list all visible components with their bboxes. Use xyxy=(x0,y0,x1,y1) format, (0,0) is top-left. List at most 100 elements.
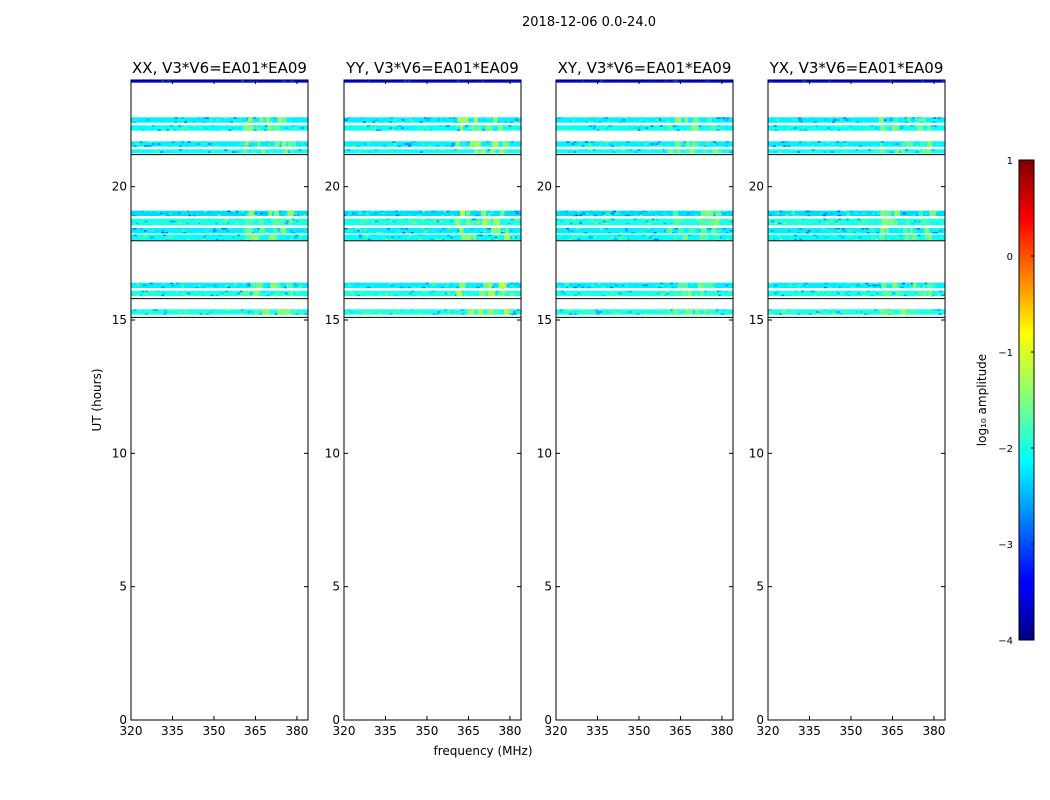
bright-patch xyxy=(268,234,275,240)
band-speckle xyxy=(773,236,777,239)
band-speckle xyxy=(824,286,827,289)
band-speckle xyxy=(203,127,207,129)
band-speckle xyxy=(421,143,425,145)
band-speckle xyxy=(251,218,255,221)
band-speckle xyxy=(358,210,362,213)
band-speckle xyxy=(162,292,166,295)
bright-patch xyxy=(892,218,898,226)
band-speckle xyxy=(660,220,664,223)
y-tick-label: 15 xyxy=(325,313,340,327)
bright-patch xyxy=(878,149,886,154)
y-tick-label: 0 xyxy=(119,713,127,727)
band-speckle xyxy=(436,282,440,285)
band-speckle xyxy=(905,313,909,315)
band-speckle xyxy=(358,236,362,239)
band-speckle xyxy=(608,214,612,217)
band-speckle xyxy=(839,145,843,147)
band-speckle xyxy=(836,292,840,295)
band-speckle xyxy=(805,232,809,234)
band-speckle xyxy=(820,212,824,215)
band-speckle xyxy=(807,80,811,82)
band-speckle xyxy=(894,80,898,82)
band-speckle xyxy=(838,286,842,289)
band-speckle xyxy=(282,80,286,82)
band-speckle xyxy=(720,117,723,119)
band-speckle xyxy=(510,292,514,295)
band-speckle xyxy=(931,149,935,151)
band-speckle xyxy=(406,236,410,239)
band-speckle xyxy=(352,220,356,223)
band-speckle xyxy=(433,220,437,223)
band-speckle xyxy=(512,234,516,237)
band-speckle xyxy=(911,282,914,285)
band-speckle xyxy=(776,212,780,215)
band-speckle xyxy=(253,141,256,143)
bright-patch xyxy=(894,117,898,123)
band-speckle xyxy=(295,313,299,315)
band-speckle xyxy=(641,210,645,213)
band-speckle xyxy=(498,234,502,237)
band-speckle xyxy=(170,282,174,285)
band-speckle xyxy=(372,121,376,123)
band-speckle xyxy=(796,214,800,217)
band-speckle xyxy=(423,151,427,153)
band-speckle xyxy=(366,125,370,127)
band-speckle xyxy=(392,311,396,313)
band-speckle xyxy=(300,311,304,313)
band-speckle xyxy=(915,214,919,217)
band-speckle xyxy=(161,230,164,232)
band-speckle xyxy=(680,218,684,221)
band-speckle xyxy=(589,214,593,217)
band-speckle xyxy=(856,232,859,234)
band-speckle xyxy=(600,80,603,82)
band-speckle xyxy=(617,234,621,237)
band-speckle xyxy=(231,232,235,234)
band xyxy=(131,218,308,226)
band-speckle xyxy=(911,222,915,225)
band-speckle xyxy=(672,80,676,82)
band-speckle xyxy=(475,214,479,217)
band xyxy=(556,228,733,234)
band-speckle xyxy=(844,125,848,127)
band-speckle xyxy=(145,284,149,287)
band-speckle xyxy=(374,129,378,131)
band-speckle xyxy=(239,290,243,293)
band-speckle xyxy=(513,284,517,287)
band-speckle xyxy=(220,292,224,295)
bright-patch xyxy=(483,282,488,288)
band-speckle xyxy=(180,284,184,287)
band-speckle xyxy=(242,220,245,223)
band-speckle xyxy=(900,286,904,289)
band-speckle xyxy=(924,212,928,215)
band-speckle xyxy=(403,80,407,82)
band-speckle xyxy=(163,313,167,315)
band-speckle xyxy=(597,145,601,147)
band-speckle xyxy=(510,284,514,287)
band-speckle xyxy=(285,127,289,129)
band-speckle xyxy=(374,125,378,127)
band-speckle xyxy=(725,232,729,234)
band-speckle xyxy=(787,145,791,147)
band-speckle xyxy=(627,214,631,217)
y-tick-label: 15 xyxy=(112,313,127,327)
band xyxy=(344,290,521,296)
band-speckle xyxy=(432,313,436,315)
band-speckle xyxy=(631,232,635,234)
band-speckle xyxy=(836,311,840,313)
band xyxy=(556,210,733,216)
band-speckle xyxy=(572,121,575,123)
band-speckle xyxy=(608,232,612,234)
band-speckle xyxy=(405,218,409,221)
bright-patch xyxy=(252,234,257,240)
band-speckle xyxy=(811,218,815,221)
band-speckle xyxy=(828,311,831,313)
band-speckle xyxy=(298,286,301,289)
band-speckle xyxy=(598,121,602,123)
band-speckle xyxy=(725,125,729,127)
y-tick-label: 15 xyxy=(537,313,552,327)
band-speckle xyxy=(513,286,516,289)
band-speckle xyxy=(916,228,920,230)
band-speckle xyxy=(769,234,773,237)
band-speckle xyxy=(450,284,454,287)
band-speckle xyxy=(613,238,617,241)
